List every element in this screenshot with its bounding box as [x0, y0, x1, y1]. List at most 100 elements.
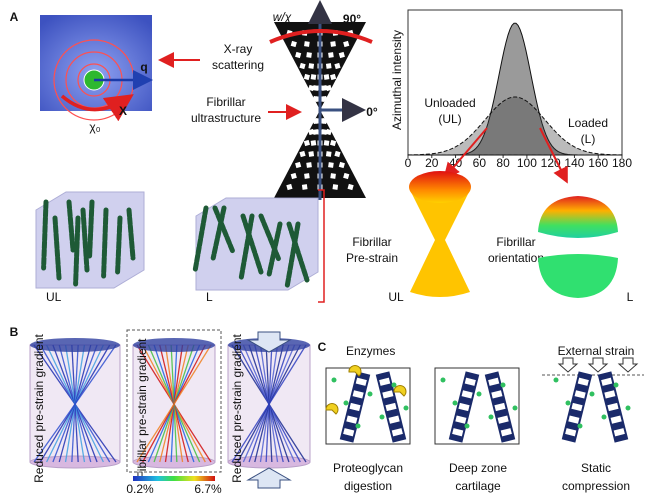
- proteoglycan: [566, 401, 571, 406]
- hourglass: [410, 190, 470, 297]
- fibril-band: [328, 162, 334, 168]
- fibril-band: [311, 74, 317, 80]
- unloaded-label: (UL): [438, 112, 461, 126]
- q-label: q: [140, 60, 147, 74]
- disc-top: [538, 196, 618, 238]
- fibril-band: [328, 52, 334, 58]
- proteoglycan: [501, 383, 506, 388]
- fibril-band: [306, 52, 312, 58]
- proteoglycan: [554, 378, 559, 383]
- caption: cartilage: [455, 479, 501, 493]
- cone-label: L: [627, 290, 634, 304]
- fibril: [118, 218, 120, 272]
- x-tick-label: 80: [496, 156, 510, 170]
- x-tick-label: 60: [473, 156, 487, 170]
- x-tick-label: 160: [588, 156, 608, 170]
- chi0-label: χ₀: [89, 120, 100, 134]
- proteoglycan: [344, 401, 349, 406]
- proteoglycan: [614, 383, 619, 388]
- loaded-label: Loaded: [568, 116, 608, 130]
- panel-label: B: [10, 325, 19, 339]
- strain-arrow: [619, 358, 637, 372]
- fibril: [104, 210, 106, 276]
- fibril-band: [308, 63, 314, 69]
- angle-label: w/χ: [273, 10, 292, 24]
- proteoglycan: [380, 415, 385, 420]
- panel-label: A: [10, 10, 19, 24]
- figure: Aq Xχ₀ X-ray scattering Fibrillar ultrastruct…: [0, 0, 645, 504]
- fibril-band: [308, 151, 314, 157]
- fibril-band: [326, 63, 332, 69]
- proteoglycan: [626, 406, 631, 411]
- fibril-band: [330, 41, 336, 47]
- disc-bottom: [538, 254, 618, 298]
- proteoglycan: [465, 424, 470, 429]
- x-tick-label: 20: [425, 156, 439, 170]
- ultrastructure-label: ultrastructure: [191, 111, 261, 125]
- angle-0: 0°: [366, 105, 378, 119]
- x-tick-label: 140: [564, 156, 584, 170]
- enzymes-label: Enzymes: [346, 344, 395, 358]
- fibril-band: [324, 74, 330, 80]
- bracket: [318, 190, 324, 302]
- external-strain-label: External strain: [558, 344, 635, 358]
- proteoglycan: [332, 378, 337, 383]
- orientation-label: orientation: [488, 251, 544, 265]
- unloaded-label: Unloaded: [424, 96, 475, 110]
- cylinder-label: Reduced pre-strain gradient: [32, 333, 46, 482]
- cube-label: L: [206, 290, 213, 304]
- ultrastructure-label: Fibrillar: [206, 95, 245, 109]
- xray-image: [40, 15, 152, 111]
- proteoglycan: [578, 424, 583, 429]
- fibril: [44, 202, 46, 268]
- chi-label: X: [119, 104, 127, 118]
- colorbar-min: 0.2%: [126, 482, 154, 496]
- colorbar: [133, 476, 215, 481]
- proteoglycan: [441, 378, 446, 383]
- orientation-label: Fibrillar: [496, 235, 535, 249]
- y-axis-label: Azimuthal intensity: [390, 30, 404, 130]
- panel-label: C: [318, 340, 327, 354]
- fibril-band: [304, 173, 310, 179]
- cylinder-label: Fibrillar pre-strain gradient: [135, 338, 149, 479]
- colorbar-max: 6.7%: [194, 482, 222, 496]
- scattering-label: X-ray: [224, 42, 253, 56]
- cylinder-label: Reduced pre-strain gradient: [230, 333, 244, 482]
- x-tick-label: 0: [405, 156, 412, 170]
- cone-label: UL: [388, 290, 404, 304]
- fibril: [76, 218, 78, 284]
- cube-label: UL: [46, 290, 62, 304]
- fibril-band: [311, 140, 317, 146]
- caption: Static: [581, 461, 611, 475]
- x-tick-label: 180: [612, 156, 632, 170]
- proteoglycan: [477, 392, 482, 397]
- caption: digestion: [344, 479, 392, 493]
- compress-arrow: [248, 468, 290, 488]
- prestrain-label: Pre-strain: [346, 251, 398, 265]
- caption: Proteoglycan: [333, 461, 403, 475]
- cone-top: [409, 171, 471, 203]
- fibril-band: [332, 184, 338, 190]
- fibril-band: [324, 140, 330, 146]
- scattering-label: scattering: [212, 58, 264, 72]
- proteoglycan: [453, 401, 458, 406]
- proteoglycan: [590, 392, 595, 397]
- proteoglycan: [368, 392, 373, 397]
- strain-arrow: [559, 358, 577, 372]
- loaded-label: (L): [581, 132, 596, 146]
- proteoglycan: [489, 415, 494, 420]
- proteoglycan: [404, 406, 409, 411]
- proteoglycan: [602, 415, 607, 420]
- fibril-band: [330, 173, 336, 179]
- x-tick-label: 100: [517, 156, 537, 170]
- caption: Deep zone: [449, 461, 507, 475]
- proteoglycan: [513, 406, 518, 411]
- fibril-band: [304, 41, 310, 47]
- fibril-band: [326, 151, 332, 157]
- prestrain-label: Fibrillar: [352, 235, 391, 249]
- caption: compression: [562, 479, 630, 493]
- proteoglycan: [356, 424, 361, 429]
- strain-arrow: [589, 358, 607, 372]
- angle-90: 90°: [343, 12, 361, 26]
- fibril: [90, 202, 92, 256]
